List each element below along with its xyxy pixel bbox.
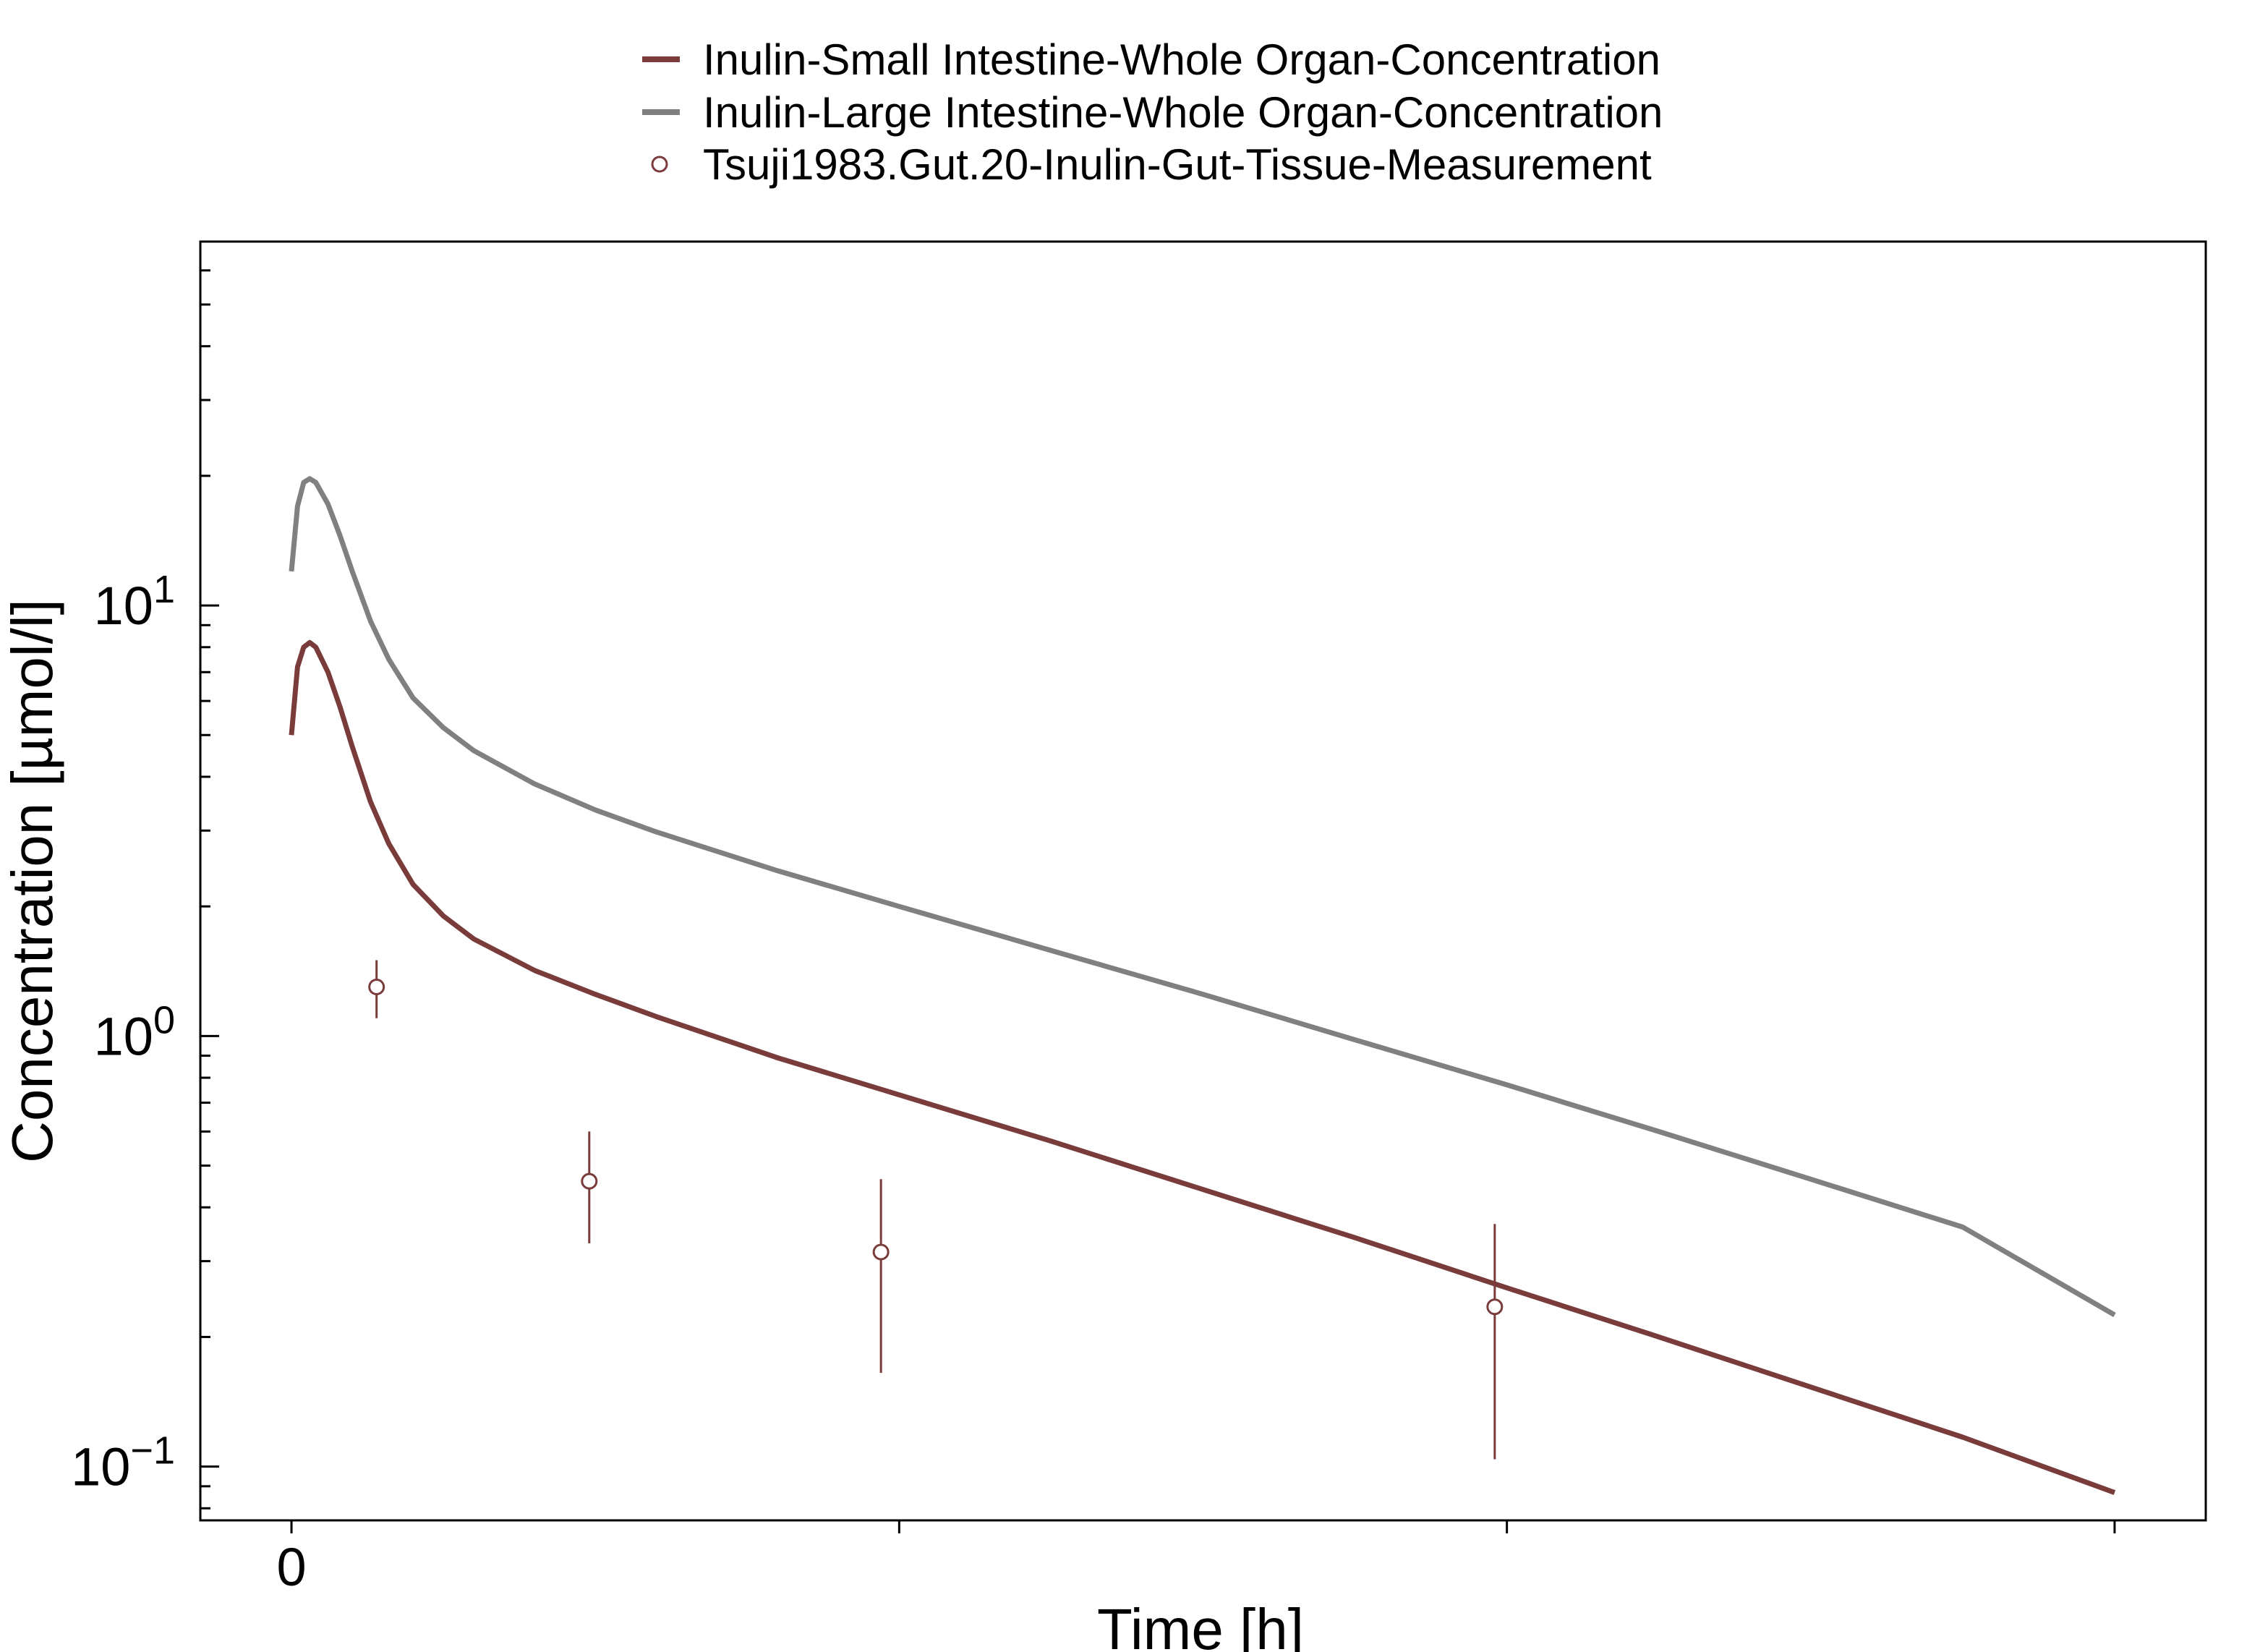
x-tick-label: 0 — [276, 1537, 306, 1597]
y-tick-label: 101 — [94, 568, 175, 636]
legend-label-small-intestine: Inulin-Small Intestine-Whole Organ-Conce… — [703, 35, 1660, 84]
data-point — [368, 979, 385, 996]
data-point — [872, 1243, 890, 1261]
y-tick-label: 10−1 — [71, 1429, 175, 1497]
data-point — [1486, 1298, 1504, 1316]
legend-entry-large-intestine: Inulin-Large Intestine-Whole Organ-Conce… — [642, 88, 1663, 137]
series-line-small-intestine — [289, 639, 2116, 1495]
plot-area — [289, 476, 2116, 1495]
legend-entry-small-intestine: Inulin-Small Intestine-Whole Organ-Conce… — [642, 35, 1660, 84]
y-axis-label: Concentration [µmol/l] — [0, 599, 64, 1163]
legend: Inulin-Small Intestine-Whole Organ-Conce… — [642, 35, 1663, 189]
x-axis-label: Time [h] — [1097, 1597, 1304, 1652]
plot-frame — [199, 240, 2207, 1522]
data-point — [581, 1172, 598, 1190]
x-axis: 0 — [276, 1520, 2116, 1597]
legend-marker-measurement — [651, 156, 668, 173]
legend-entry-measurement: Tsuji1983.Gut.20-Inulin-Gut-Tissue-Measu… — [651, 140, 1652, 189]
legend-label-large-intestine: Inulin-Large Intestine-Whole Organ-Conce… — [703, 88, 1663, 137]
legend-label-measurement: Tsuji1983.Gut.20-Inulin-Gut-Tissue-Measu… — [703, 140, 1652, 189]
y-tick-label: 100 — [94, 998, 175, 1066]
y-axis: 10−1 100 101 — [71, 269, 219, 1510]
series-line-large-intestine — [289, 476, 2116, 1318]
